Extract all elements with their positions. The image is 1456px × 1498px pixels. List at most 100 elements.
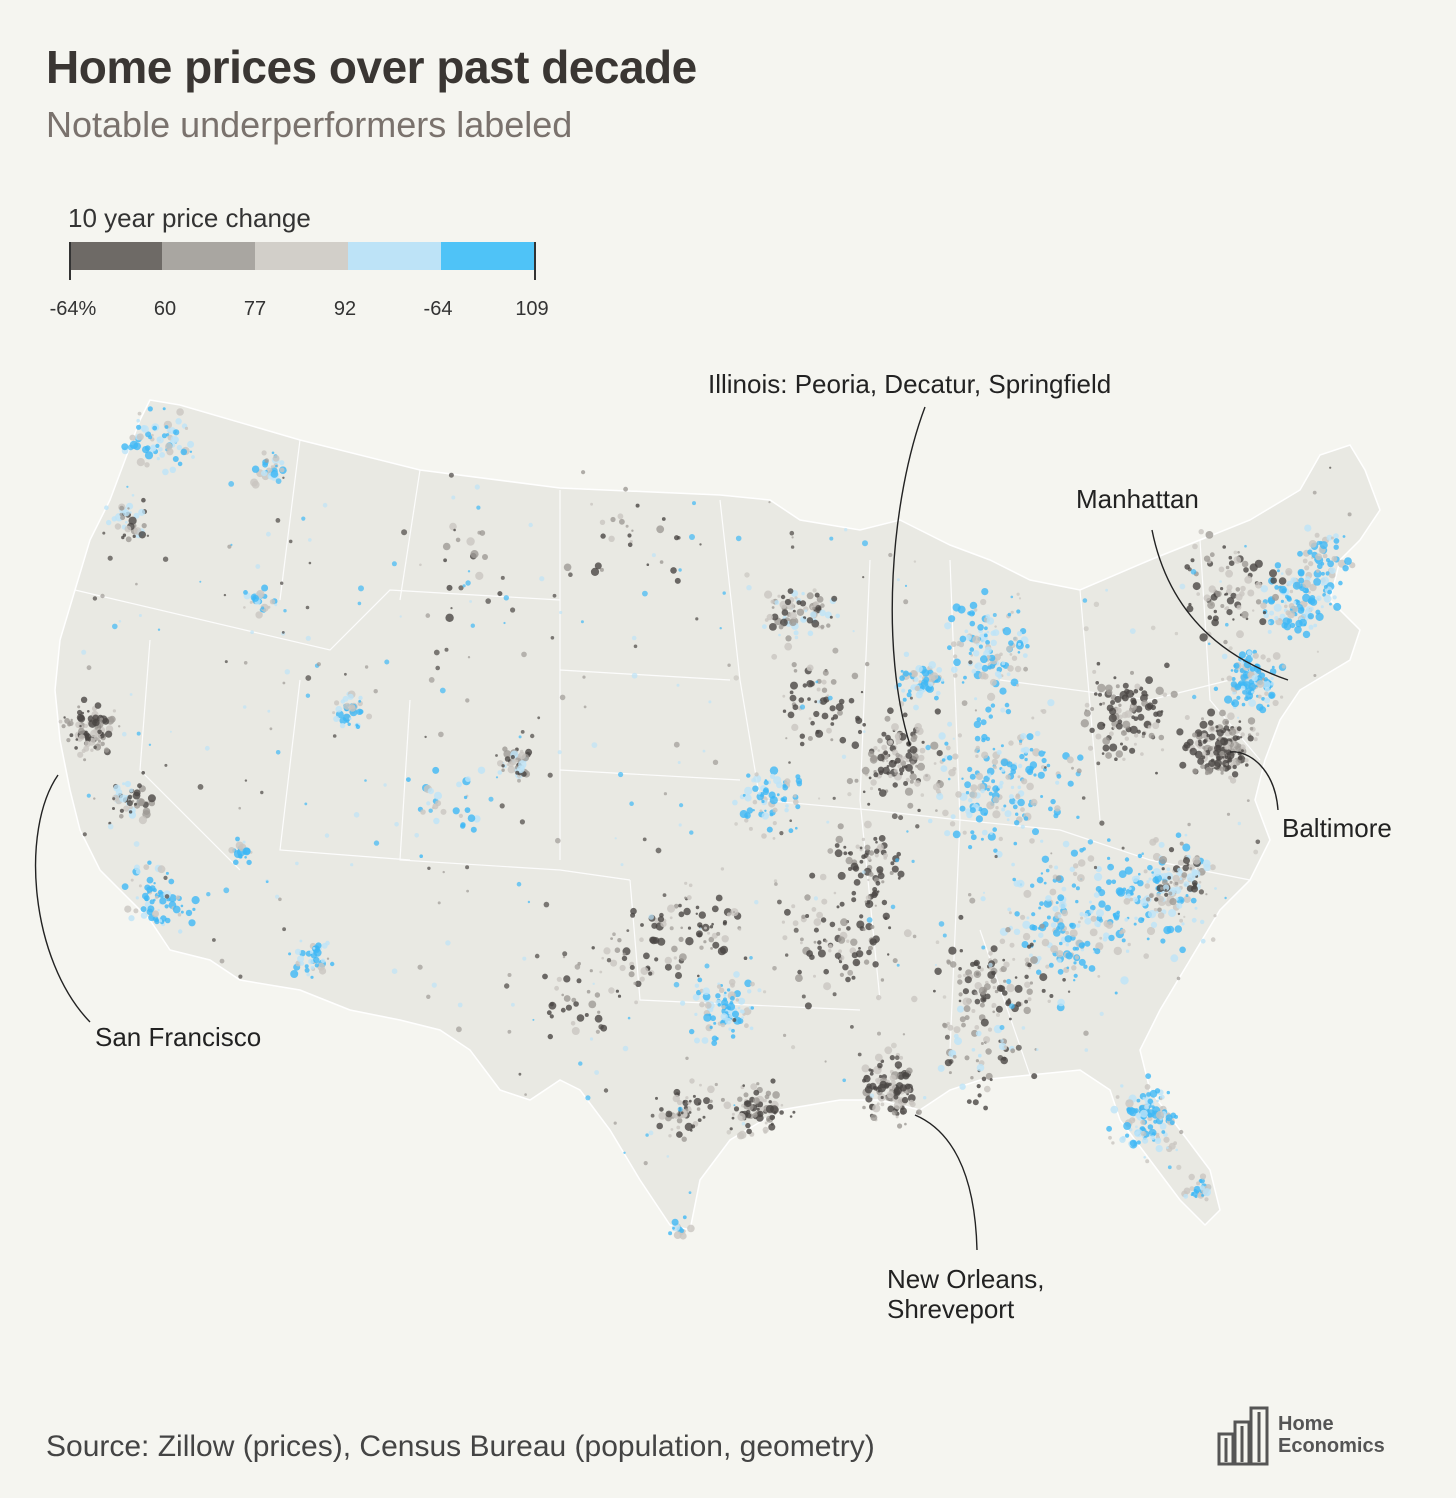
city-dot <box>135 896 139 900</box>
city-dot <box>1036 876 1044 884</box>
city-dot <box>935 690 941 696</box>
leader-lines <box>34 406 1289 1251</box>
city-dot <box>1226 751 1235 760</box>
city-dot <box>711 905 719 913</box>
city-dot <box>1111 879 1117 885</box>
city-dot <box>837 871 846 880</box>
city-dot <box>278 897 282 902</box>
city-dot <box>676 1125 681 1130</box>
city-dot <box>1169 898 1177 906</box>
city-dot <box>696 1107 701 1111</box>
city-dot <box>953 658 961 667</box>
city-dot <box>1152 868 1161 877</box>
city-dot <box>102 531 106 535</box>
city-dot <box>1124 866 1133 875</box>
city-dot <box>1137 713 1145 721</box>
city-dot <box>903 929 912 938</box>
city-dot <box>297 955 305 963</box>
city-dot <box>1089 909 1094 914</box>
city-dot <box>122 731 127 737</box>
city-dot <box>265 880 269 883</box>
city-dot <box>1024 957 1030 963</box>
city-dot <box>143 864 150 870</box>
city-dot <box>340 699 345 704</box>
city-dot <box>1208 745 1214 751</box>
city-dot <box>823 982 832 991</box>
city-dot <box>963 973 967 977</box>
city-dot <box>783 1033 787 1037</box>
city-dot <box>964 1055 970 1061</box>
city-dot <box>122 509 130 517</box>
city-dot <box>750 981 755 987</box>
city-dot <box>778 633 781 637</box>
manhattan-annotation: Manhattan <box>1076 484 1199 514</box>
city-dot <box>1187 822 1191 827</box>
city-dot <box>793 794 797 798</box>
city-dot <box>357 601 362 606</box>
city-dot <box>1190 897 1197 904</box>
city-dot <box>671 1218 679 1226</box>
city-dot <box>687 926 692 930</box>
city-dot <box>608 535 615 542</box>
baltimore-annotation: Baltimore <box>1282 813 1392 843</box>
city-dot <box>869 755 878 764</box>
city-dot <box>1034 730 1041 737</box>
city-dot <box>1148 877 1152 881</box>
city-dot <box>961 700 968 706</box>
city-dot <box>697 974 700 978</box>
city-dot <box>1129 747 1136 754</box>
city-dot <box>733 1106 740 1112</box>
city-dot <box>561 993 564 997</box>
city-dot <box>673 903 679 909</box>
city-dot <box>571 1027 580 1035</box>
city-dot <box>667 904 676 913</box>
city-dot <box>823 968 829 975</box>
city-dot <box>1236 726 1242 732</box>
city-dot <box>275 478 282 484</box>
city-dot <box>1017 775 1021 779</box>
city-dot <box>1017 798 1025 807</box>
city-dot <box>1192 582 1201 591</box>
city-dot <box>1096 661 1101 666</box>
city-dot <box>861 1064 870 1073</box>
city-dot <box>816 911 823 919</box>
city-dot <box>877 737 883 744</box>
city-dot <box>164 917 171 924</box>
city-dot <box>942 933 947 938</box>
city-dot <box>743 956 748 960</box>
city-dot <box>1133 688 1139 694</box>
city-dot <box>770 599 775 604</box>
city-dot <box>1307 598 1313 604</box>
city-dot <box>574 964 581 970</box>
city-dot <box>128 805 133 810</box>
city-dot <box>92 718 100 727</box>
city-dot <box>713 1021 717 1025</box>
city-dot <box>313 956 320 964</box>
city-dot <box>136 731 141 736</box>
city-dot <box>953 654 958 659</box>
city-dot <box>153 882 156 885</box>
city-dot <box>906 692 912 698</box>
city-dot <box>164 894 170 899</box>
city-dot <box>419 563 422 567</box>
city-dot <box>1093 865 1098 870</box>
city-dot <box>837 710 843 716</box>
city-dot <box>1106 704 1114 712</box>
city-dot <box>573 1001 579 1007</box>
city-dot <box>721 1005 726 1010</box>
city-dot <box>1004 702 1010 708</box>
city-dot <box>1208 759 1216 767</box>
city-dot <box>899 1055 904 1060</box>
city-dot <box>737 1006 741 1010</box>
city-dot <box>391 968 398 974</box>
city-dot <box>1304 524 1312 532</box>
city-dot <box>877 753 885 762</box>
city-dot <box>801 914 806 919</box>
city-dot <box>1118 703 1122 707</box>
city-dot <box>1210 593 1218 601</box>
city-dot <box>811 619 820 628</box>
city-dot <box>950 814 956 820</box>
city-dot <box>146 891 150 894</box>
city-dot <box>1225 569 1233 578</box>
city-dot <box>146 534 150 537</box>
